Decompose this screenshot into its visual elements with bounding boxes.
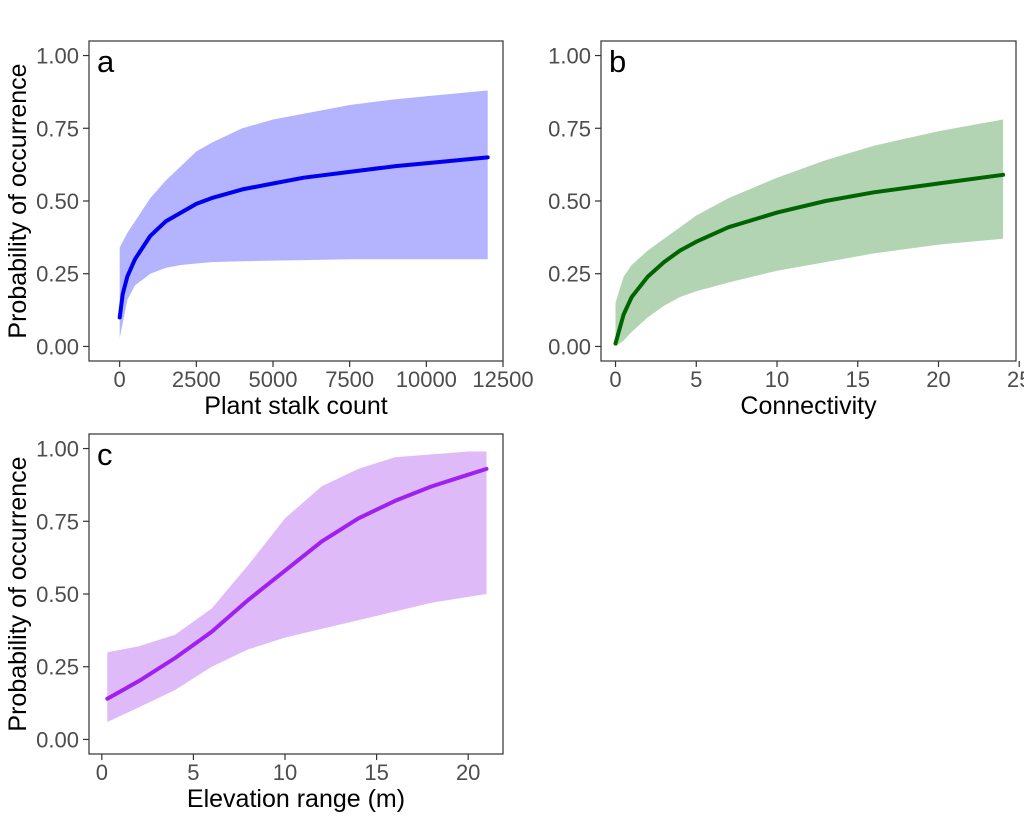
panel-letter: b	[609, 44, 626, 79]
y-tick-label: 0.00	[36, 334, 79, 359]
x-tick-label: 0	[96, 760, 108, 785]
y-tick-label: 0.25	[548, 262, 591, 287]
y-axis-title: Probability of occurrence	[4, 456, 32, 731]
y-tick-label: 1.00	[548, 44, 591, 69]
x-axis-title: Plant stalk count	[204, 392, 387, 420]
x-tick-label: 0	[609, 367, 621, 392]
x-axis-title: Elevation range (m)	[187, 785, 405, 813]
y-tick-label: 0.50	[36, 189, 79, 214]
y-tick-label: 0.75	[36, 509, 79, 534]
y-tick-label: 0.50	[548, 189, 591, 214]
panel-letter: c	[97, 437, 113, 472]
x-tick-label: 25	[1007, 367, 1024, 392]
fitted-line	[105, 466, 489, 701]
x-tick-label: 10	[273, 760, 297, 785]
x-tick-label: 10000	[396, 367, 457, 392]
confidence-band	[615, 119, 1004, 347]
confidence-band	[119, 90, 488, 338]
x-tick-label: 5	[690, 367, 702, 392]
fitted-line	[613, 172, 1006, 346]
y-tick-label: 0.00	[36, 727, 79, 752]
y-tick-label: 1.00	[36, 437, 79, 462]
x-tick-label: 0	[114, 367, 126, 392]
x-tick-label: 10	[765, 367, 789, 392]
y-tick-label: 1.00	[36, 44, 79, 69]
fitted-line	[117, 155, 490, 320]
panel-b: 0 5 10 15 20 25 0.00 0.25 0.50 0.75 1.00 Connectivi…	[548, 40, 1024, 420]
confidence-band	[107, 451, 487, 722]
x-tick-label: 7500	[325, 367, 374, 392]
y-axis-title: Probability of occurrence	[4, 63, 32, 338]
x-tick-label: 20	[926, 367, 950, 392]
x-tick-label: 5000	[249, 367, 298, 392]
x-tick-label: 2500	[172, 367, 221, 392]
x-axis-title: Connectivity	[740, 392, 877, 420]
y-tick-label: 0.50	[36, 582, 79, 607]
y-tick-label: 0.25	[36, 262, 79, 287]
x-tick-label: 5	[187, 760, 199, 785]
y-tick-label: 0.75	[548, 116, 591, 141]
panel-a: 0 2500 5000 7500 10000 12500 0.00 0.25 0.50 0.75 1…	[4, 40, 534, 420]
x-tick-label: 12500	[472, 367, 533, 392]
y-tick-label: 0.75	[36, 116, 79, 141]
panel-letter: a	[97, 44, 115, 79]
panel-c: 0 5 10 15 20 0.00 0.25 0.50 0.75 1.00 Elevation ra…	[4, 433, 504, 813]
x-tick-label: 15	[846, 367, 870, 392]
x-tick-label: 15	[364, 760, 388, 785]
x-tick-label: 20	[456, 760, 480, 785]
y-tick-label: 0.00	[548, 334, 591, 359]
y-tick-label: 0.25	[36, 655, 79, 680]
